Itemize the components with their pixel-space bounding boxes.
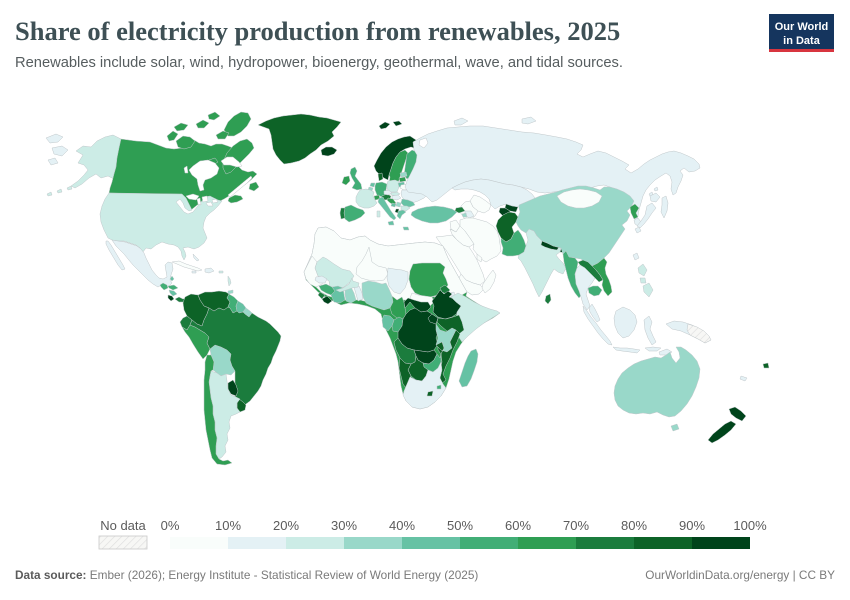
svg-text:60%: 60%: [505, 518, 531, 533]
svg-text:No data: No data: [100, 518, 146, 533]
svg-text:40%: 40%: [389, 518, 415, 533]
svg-text:0%: 0%: [161, 518, 180, 533]
svg-text:10%: 10%: [215, 518, 241, 533]
svg-text:100%: 100%: [733, 518, 767, 533]
svg-text:30%: 30%: [331, 518, 357, 533]
svg-text:70%: 70%: [563, 518, 589, 533]
svg-text:80%: 80%: [621, 518, 647, 533]
svg-text:90%: 90%: [679, 518, 705, 533]
svg-text:50%: 50%: [447, 518, 473, 533]
svg-text:20%: 20%: [273, 518, 299, 533]
